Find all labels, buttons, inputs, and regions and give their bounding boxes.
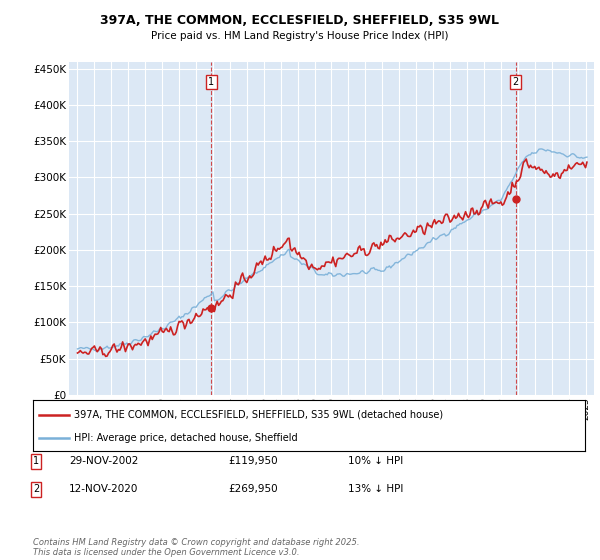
Text: HPI: Average price, detached house, Sheffield: HPI: Average price, detached house, Shef… bbox=[74, 433, 298, 443]
Text: 2: 2 bbox=[33, 484, 39, 494]
Text: 1: 1 bbox=[208, 77, 214, 87]
Text: 1: 1 bbox=[33, 456, 39, 466]
Text: 10% ↓ HPI: 10% ↓ HPI bbox=[348, 456, 403, 466]
Text: Contains HM Land Registry data © Crown copyright and database right 2025.
This d: Contains HM Land Registry data © Crown c… bbox=[33, 538, 359, 557]
Text: 397A, THE COMMON, ECCLESFIELD, SHEFFIELD, S35 9WL (detached house): 397A, THE COMMON, ECCLESFIELD, SHEFFIELD… bbox=[74, 409, 443, 419]
Text: 397A, THE COMMON, ECCLESFIELD, SHEFFIELD, S35 9WL: 397A, THE COMMON, ECCLESFIELD, SHEFFIELD… bbox=[101, 14, 499, 27]
Text: 12-NOV-2020: 12-NOV-2020 bbox=[69, 484, 139, 494]
Text: Price paid vs. HM Land Registry's House Price Index (HPI): Price paid vs. HM Land Registry's House … bbox=[151, 31, 449, 41]
Text: £269,950: £269,950 bbox=[228, 484, 278, 494]
Text: 13% ↓ HPI: 13% ↓ HPI bbox=[348, 484, 403, 494]
Text: £119,950: £119,950 bbox=[228, 456, 278, 466]
Text: 2: 2 bbox=[512, 77, 519, 87]
Text: 29-NOV-2002: 29-NOV-2002 bbox=[69, 456, 139, 466]
